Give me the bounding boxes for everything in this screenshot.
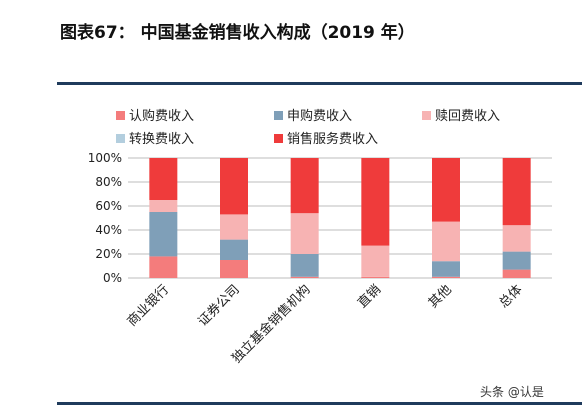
legend-swatch — [116, 111, 125, 120]
y-tick-label: 80% — [95, 175, 122, 189]
bar-segment — [149, 212, 178, 257]
x-tick-label: 总体 — [496, 282, 525, 311]
legend-swatch — [422, 111, 431, 120]
bar-segment — [361, 276, 390, 278]
x-tick-label: 证券公司 — [195, 282, 243, 330]
y-tick-label: 40% — [95, 223, 122, 237]
bar-segment — [361, 245, 390, 277]
y-axis: 0% 20% 40% 60% 80% 100% — [88, 151, 122, 285]
x-tick-label: 直销 — [355, 282, 384, 311]
bar-segment — [502, 251, 531, 270]
legend-label: 认购费收入 — [129, 108, 194, 124]
legend-swatch — [116, 134, 125, 143]
watermark: 头条 @认是 — [480, 385, 544, 399]
bar-segment — [290, 276, 319, 278]
bar-segment — [502, 158, 531, 226]
y-tick-label: 60% — [95, 199, 122, 213]
bar-segment — [432, 261, 460, 277]
legend-label: 申购费收入 — [287, 108, 352, 124]
bar-segment — [502, 269, 531, 278]
bar-segment — [290, 254, 319, 277]
bar-segment — [220, 260, 248, 278]
bar-segment — [149, 256, 178, 278]
bar-segment — [432, 221, 460, 262]
y-tick-label: 20% — [95, 247, 122, 261]
x-tick-label: 其他 — [426, 282, 455, 311]
top-rule — [57, 82, 582, 85]
x-tick-label: 商业银行 — [125, 282, 172, 329]
bar-segment — [502, 225, 531, 252]
legend-label: 赎回费收入 — [435, 109, 500, 124]
legend-swatch — [274, 111, 283, 120]
bar-segment — [149, 200, 178, 212]
legend-label: 销售服务费收入 — [287, 131, 378, 147]
bar-stack-area — [149, 158, 531, 278]
bar-segment — [432, 276, 460, 278]
bar-segment — [290, 158, 319, 214]
bar-segment — [220, 158, 248, 215]
figure-title: 图表67： 中国基金销售收入构成（2019 年） — [60, 23, 415, 43]
bar-segment — [290, 213, 319, 254]
bar-segment — [149, 158, 178, 200]
bar-segment — [432, 158, 460, 222]
bar-segment — [220, 214, 248, 240]
bar-segment — [361, 158, 390, 246]
y-gridlines — [128, 157, 552, 279]
y-tick-label: 0% — [103, 271, 122, 285]
legend-label: 转换费收入 — [129, 132, 194, 147]
bottom-rule — [57, 402, 582, 405]
legend-swatch — [274, 134, 283, 143]
bar-segment — [220, 239, 248, 260]
y-tick-label: 100% — [88, 151, 122, 165]
